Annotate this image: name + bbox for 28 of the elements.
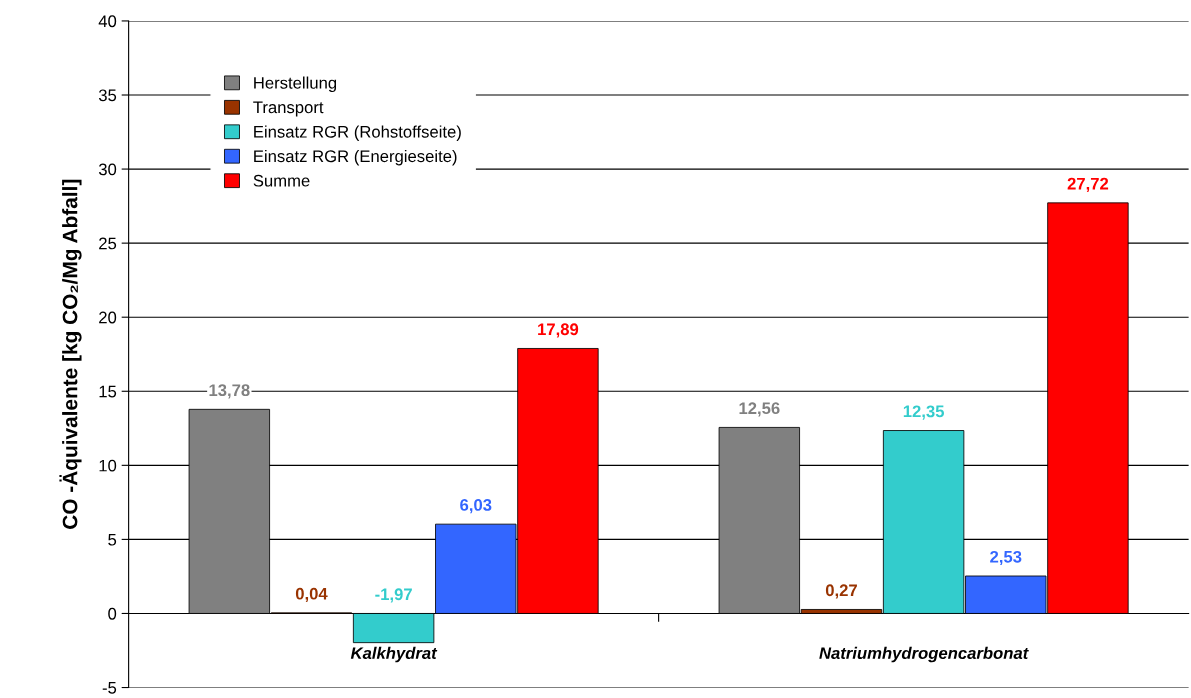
y-axis-title: CO -Äquivalente [kg CO₂/Mg Abfall] — [59, 179, 82, 529]
y-tick-label: 40 — [98, 15, 117, 28]
y-tick-label: 5 — [108, 533, 117, 546]
data-label: 0,27 — [825, 584, 857, 599]
y-tick-label: 0 — [108, 607, 117, 620]
data-label: 12,56 — [739, 402, 780, 417]
data-label: -1,97 — [375, 588, 412, 603]
y-tick-label: 15 — [99, 385, 117, 398]
legend-label: Transport — [253, 101, 324, 117]
legend-label: Summe — [253, 174, 310, 187]
y-tick-label: 35 — [98, 89, 117, 102]
legend-label: Einsatz RGR (Energieseite) — [254, 149, 457, 166]
data-label: 17,89 — [538, 323, 579, 338]
x-tick-label: Natriumhydrogencarbonat — [819, 646, 1029, 663]
y-tick-label: 10 — [99, 459, 117, 472]
y-tick-label: -5 — [102, 682, 117, 694]
data-label: 12,35 — [903, 405, 945, 420]
data-label: 6,03 — [460, 499, 492, 514]
data-label: 0,04 — [295, 587, 328, 602]
data-label: 2,53 — [990, 550, 1022, 566]
y-tick-label: 20 — [99, 311, 117, 324]
legend-label: Herstellung — [254, 76, 337, 93]
legend-label: Einsatz RGR (Rohstoffseite) — [254, 125, 461, 141]
x-tick-label: Kalkhydrat — [350, 646, 438, 663]
data-label: 27,72 — [1067, 177, 1109, 192]
y-tick-label: 30 — [98, 163, 117, 176]
data-label: 13,78 — [209, 384, 250, 399]
y-tick-label: 25 — [99, 237, 117, 250]
